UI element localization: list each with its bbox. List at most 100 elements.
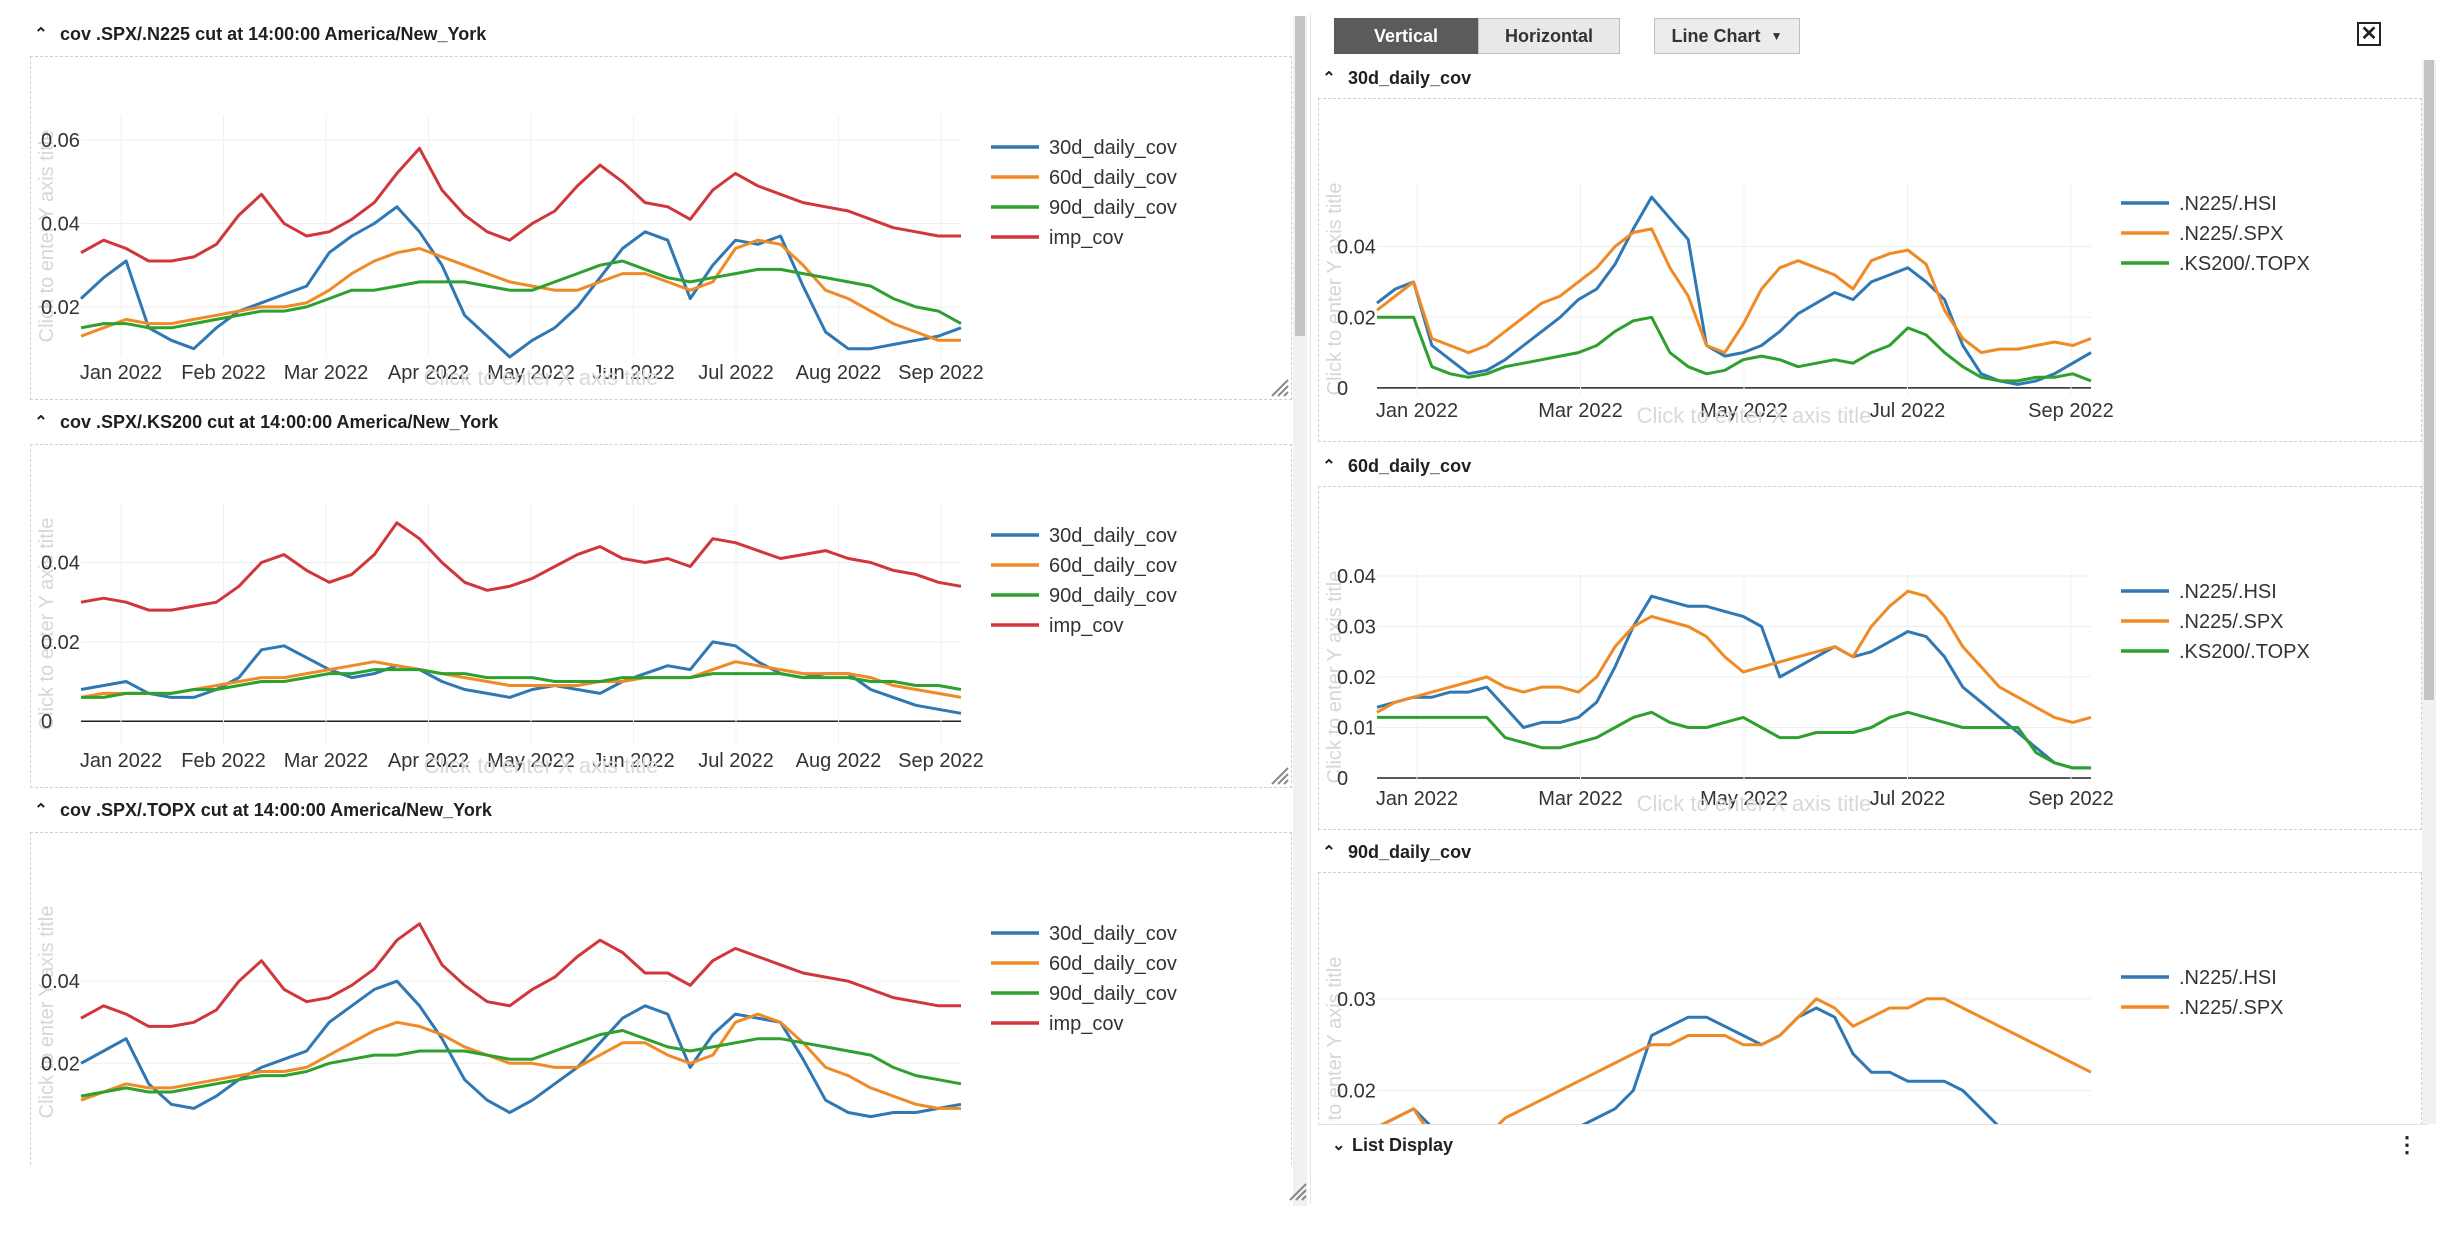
horizontal-layout-button[interactable]: Horizontal: [1478, 18, 1620, 54]
x-tick-label: May 2022: [487, 750, 575, 772]
scrollbar-thumb[interactable]: [2424, 60, 2434, 700]
series-line: [1376, 589, 2092, 724]
legend-label[interactable]: .N225/.SPX: [2179, 997, 2284, 1019]
more-options-icon[interactable]: ⋮: [2396, 1132, 2418, 1157]
series-line: [1376, 594, 2091, 770]
x-tick-label: Mar 2022: [1538, 788, 1623, 810]
list-display-label: List Display: [1352, 1134, 1454, 1155]
legend-label[interactable]: 60d_daily_cov: [1049, 555, 1177, 577]
legend-label[interactable]: .N225/.HSI: [2179, 581, 2277, 603]
series-line: [81, 668, 962, 699]
y-axis-title-placeholder[interactable]: Click to enter Y axis title: [36, 130, 58, 343]
section-header-60d[interactable]: ⌃ 60d_daily_cov: [1322, 454, 1471, 478]
y-axis-title-placeholder[interactable]: Click to enter Y axis title: [36, 518, 58, 731]
section-header-spx-topx[interactable]: ⌃ cov .SPX/.TOPX cut at 14:00:00 America…: [34, 798, 492, 822]
close-icon[interactable]: ✕: [2357, 22, 2381, 46]
chevron-up-icon[interactable]: ⌃: [34, 414, 48, 431]
x-tick-label: Jul 2022: [698, 362, 774, 384]
chart-container[interactable]: Click to enter Y axis title 0 0.02 0.04 Jan …: [30, 444, 1292, 788]
y-tick-label: 0.02: [1337, 667, 1376, 689]
series-line: [80, 660, 962, 699]
legend-label[interactable]: imp_cov: [1049, 615, 1123, 637]
x-tick-label: Jan 2022: [1376, 788, 1458, 810]
resize-handle-icon[interactable]: [1268, 764, 1290, 786]
legend-label[interactable]: 90d_daily_cov: [1049, 197, 1177, 219]
y-axis-title-placeholder[interactable]: Click to enter Y axis title: [1324, 183, 1346, 396]
x-tick-label: Jun 2022: [592, 362, 674, 384]
series-line: [1377, 315, 2092, 383]
x-tick-label: Mar 2022: [284, 750, 369, 772]
legend-label[interactable]: .N225/.HSI: [2179, 193, 2277, 215]
x-tick-label: Sep 2022: [898, 362, 984, 384]
y-axis-title-placeholder[interactable]: Click to enter Y axis title: [1324, 571, 1346, 784]
left-vertical-scrollbar[interactable]: [1293, 16, 1307, 1206]
section-title: cov .SPX/.TOPX cut at 14:00:00 America/N…: [60, 799, 492, 820]
chart-container[interactable]: Click to enter Y axis title 0 0.02 0.04 Jan …: [1318, 98, 2422, 442]
series-line: [80, 1029, 962, 1098]
list-display-section[interactable]: ⌄ List Display ⋮: [1318, 1124, 2428, 1165]
series-line: [1378, 997, 2092, 1125]
legend-label[interactable]: 30d_daily_cov: [1049, 137, 1177, 159]
section-header-spx-n225[interactable]: ⌃ cov .SPX/.N225 cut at 14:00:00 America…: [34, 22, 486, 46]
legend-label[interactable]: .N225/.HSI: [2179, 967, 2277, 989]
scrollbar-thumb[interactable]: [1295, 16, 1305, 336]
section-title: cov .SPX/.N225 cut at 14:00:00 America/N…: [60, 23, 487, 44]
x-tick-label: Jul 2022: [698, 750, 774, 772]
legend-label[interactable]: 30d_daily_cov: [1049, 923, 1177, 945]
legend-label[interactable]: .N225/.SPX: [2179, 223, 2284, 245]
chevron-up-icon[interactable]: ⌃: [34, 26, 48, 43]
series-line: [80, 1012, 961, 1110]
series-line: [1377, 710, 2091, 770]
section-header-30d[interactable]: ⌃ 30d_daily_cov: [1322, 66, 1471, 90]
section-header-90d[interactable]: ⌃ 90d_daily_cov: [1322, 840, 1471, 864]
x-axis-title-placeholder[interactable]: Click to enter X axis title: [424, 365, 659, 390]
y-tick-label: 0.02: [41, 632, 80, 654]
legend-label[interactable]: imp_cov: [1049, 227, 1123, 249]
y-tick-label: 0.02: [41, 1053, 80, 1075]
chart-container[interactable]: Click to enter Y axis title 0.02 0.04 30d_d…: [30, 832, 1292, 1165]
legend-label[interactable]: 90d_daily_cov: [1049, 585, 1177, 607]
x-tick-label: May 2022: [1700, 400, 1788, 422]
y-tick-label: 0.04: [1337, 566, 1376, 588]
vertical-layout-button[interactable]: Vertical: [1334, 18, 1478, 54]
resize-handle-icon[interactable]: [1268, 376, 1290, 398]
legend-label[interactable]: .N225/.SPX: [2179, 611, 2284, 633]
x-tick-label: Mar 2022: [1538, 400, 1623, 422]
legend-label[interactable]: 60d_daily_cov: [1049, 167, 1177, 189]
y-axis-title-placeholder[interactable]: Click to enter Y axis title: [1324, 957, 1346, 1125]
chart-type-dropdown[interactable]: Line Chart ▼: [1654, 18, 1800, 54]
right-vertical-scrollbar[interactable]: [2422, 60, 2436, 1124]
x-tick-label: Apr 2022: [388, 362, 469, 384]
chevron-up-icon[interactable]: ⌃: [1322, 458, 1336, 475]
chart-container[interactable]: Click to enter Y axis title 0.02 0.04 0.06 J…: [30, 56, 1292, 400]
series-line: [1376, 195, 2092, 386]
x-tick-label: Jan 2022: [80, 362, 162, 384]
y-tick-label: 0: [1337, 378, 1348, 400]
y-axis-title-placeholder[interactable]: Click to enter Y axis title: [36, 906, 58, 1119]
chevron-down-icon[interactable]: ⌄: [1332, 1137, 1346, 1154]
y-tick-label: 0.04: [1337, 237, 1376, 259]
legend-label[interactable]: imp_cov: [1049, 1013, 1123, 1035]
chevron-up-icon[interactable]: ⌃: [1322, 70, 1336, 87]
x-axis-title-placeholder[interactable]: Click to enter X axis title: [424, 753, 659, 778]
legend-label[interactable]: .KS200/.TOPX: [2179, 641, 2310, 663]
chart-container[interactable]: Click to enter Y axis title 0.02 0.03 .N225…: [1318, 872, 2422, 1125]
x-tick-label: May 2022: [1700, 788, 1788, 810]
chart-container[interactable]: Click to enter Y axis title 0 0.01 0.02 0.03…: [1318, 486, 2422, 830]
legend-label[interactable]: 30d_daily_cov: [1049, 525, 1177, 547]
legend-label[interactable]: 90d_daily_cov: [1049, 983, 1177, 1005]
x-axis-title-placeholder[interactable]: Click to enter X axis title: [1637, 791, 1872, 816]
y-tick-label: 0.02: [1337, 307, 1376, 329]
resize-handle-icon[interactable]: [1286, 1180, 1308, 1202]
section-header-spx-ks200[interactable]: ⌃ cov .SPX/.KS200 cut at 14:00:00 Americ…: [34, 410, 498, 434]
legend-label[interactable]: .KS200/.TOPX: [2179, 253, 2310, 275]
legend-label[interactable]: 60d_daily_cov: [1049, 953, 1177, 975]
chevron-up-icon[interactable]: ⌃: [1322, 844, 1336, 861]
y-tick-label: 0.04: [41, 553, 80, 575]
x-axis-title-placeholder[interactable]: Click to enter X axis title: [1637, 403, 1872, 428]
chevron-up-icon[interactable]: ⌃: [34, 802, 48, 819]
y-tick-label: 0.02: [1337, 1081, 1376, 1103]
x-tick-label: Aug 2022: [796, 362, 882, 384]
